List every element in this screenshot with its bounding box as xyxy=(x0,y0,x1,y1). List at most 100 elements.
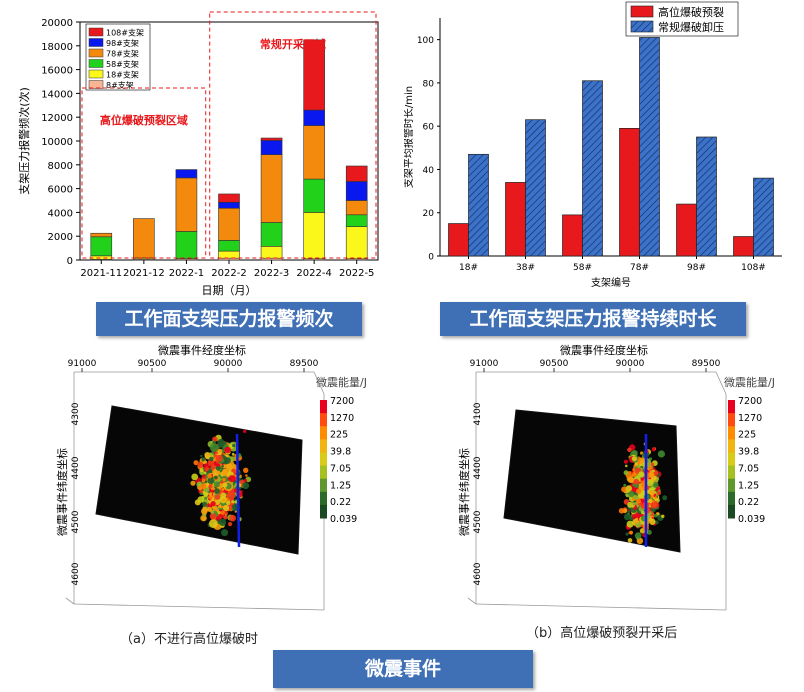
microseismic-event xyxy=(634,532,642,539)
colorbar-tick-label: 7200 xyxy=(330,396,354,407)
microseismic-event xyxy=(207,473,213,479)
microseismic-event xyxy=(221,529,229,537)
banner-alarm-duration: 工作面支架压力报警持续时长 xyxy=(440,302,746,336)
colorbar-segment xyxy=(728,400,735,414)
microseismic-event xyxy=(214,488,220,494)
microseismic-event xyxy=(231,452,235,456)
microseismic-event xyxy=(210,466,215,471)
x-tick-label: 90500 xyxy=(540,359,569,369)
x-tick-label: 91000 xyxy=(470,359,499,369)
colorbar-tick-label: 225 xyxy=(738,430,756,441)
frame-corner xyxy=(467,597,477,605)
bar-segment xyxy=(175,177,198,232)
x-tick-label: 2022-1 xyxy=(169,268,204,279)
x-tick-label: 18# xyxy=(459,263,478,273)
y-tick-label: 4400 xyxy=(71,456,81,479)
microseismic-event xyxy=(224,446,231,454)
colorbar-tick-label: 1270 xyxy=(330,413,354,424)
y-tick-label: 60 xyxy=(423,123,435,133)
legend-label: 98#支架 xyxy=(106,38,139,48)
bar-segment xyxy=(303,212,325,260)
bar-segment xyxy=(260,246,283,259)
bar-segment xyxy=(345,226,368,260)
microseismic-event xyxy=(214,494,221,500)
bar-segment xyxy=(303,39,325,111)
bar-segment xyxy=(175,231,198,260)
y-tick-label: 4300 xyxy=(71,402,81,425)
x-tick-label: 2022-2 xyxy=(211,268,246,279)
microseismic-event xyxy=(191,473,199,481)
y-tick-label: 4600 xyxy=(473,562,483,585)
legend-swatch xyxy=(88,80,104,89)
microseismic-event xyxy=(625,464,628,468)
microseismic-event xyxy=(640,521,644,525)
bar-segment xyxy=(345,165,368,182)
microseismic-event xyxy=(234,510,237,513)
y-tick-label: 0 xyxy=(67,256,73,267)
microseismic-panel-b: 91000 90500 90000 89500 微震事件经度坐标 4100 4400 4500… xyxy=(457,343,775,611)
y-tick-label: 0 xyxy=(428,253,434,263)
y-tick-label: 4400 xyxy=(473,456,483,479)
legend-label: 8#支架 xyxy=(106,80,134,90)
colorbar-segment xyxy=(320,413,327,427)
frame-bottom xyxy=(73,603,325,611)
colorbar-segment xyxy=(728,413,735,427)
colorbar-segment xyxy=(728,491,735,506)
microseismic-event xyxy=(641,510,645,515)
microseismic-event xyxy=(627,510,631,514)
microseismic-event xyxy=(232,444,236,448)
microseismic-event xyxy=(656,491,661,495)
bar-segment xyxy=(345,181,368,201)
x-axis-label: 微震事件经度坐标 xyxy=(560,343,648,357)
colorbar-title: 微震能量/J xyxy=(724,375,775,389)
microseismic-event xyxy=(651,447,656,451)
frame-corner xyxy=(65,597,75,605)
microseismic-event xyxy=(213,475,218,480)
microseismic-event xyxy=(208,492,213,497)
bar xyxy=(676,203,697,257)
microseismic-event xyxy=(243,467,249,473)
microseismic-event xyxy=(623,483,627,487)
microseismic-event xyxy=(208,484,213,489)
legend-swatch xyxy=(630,20,654,33)
y-tick-label: 10000 xyxy=(41,137,73,148)
microseismic-event xyxy=(215,451,219,455)
mining-line xyxy=(235,433,241,548)
microseismic-event xyxy=(618,508,625,514)
colorbar-tick-label: 0.039 xyxy=(738,514,765,525)
microseismic-event xyxy=(621,486,627,493)
x-tick-label: 98# xyxy=(687,263,706,273)
colorbar-tick-label: 0.22 xyxy=(330,497,351,508)
microseismic-event xyxy=(209,443,219,452)
microseismic-event xyxy=(626,520,634,528)
y-tick-label: 18000 xyxy=(41,42,73,53)
annotation-conventional-box xyxy=(209,11,377,259)
microseismic-event xyxy=(646,529,652,535)
microseismic-event xyxy=(196,481,202,487)
legend-swatch xyxy=(630,5,654,18)
legend-swatch xyxy=(88,59,104,68)
x-tick-label: 2022-3 xyxy=(254,268,289,279)
microseismic-event xyxy=(199,468,204,473)
legend-swatch xyxy=(88,38,104,47)
microseismic-event xyxy=(648,498,653,503)
microseismic-event xyxy=(627,501,634,508)
microseismic-panel-a: 91000 90500 90000 89500 微震事件经度坐标 4300 4400 4500… xyxy=(55,343,367,611)
microseismic-event xyxy=(638,471,645,478)
microseismic-event xyxy=(228,475,236,483)
bar-segment xyxy=(260,154,283,223)
frame-bottom xyxy=(475,603,727,611)
microseismic-event xyxy=(653,513,658,518)
microseismic-event xyxy=(646,479,654,487)
legend-label: 58#支架 xyxy=(106,59,139,69)
x-tick-label: 89500 xyxy=(692,359,721,369)
y-axis-label: 微震事件纬度坐标 xyxy=(55,448,69,536)
microseismic-event xyxy=(651,516,654,519)
y-tick-label: 20 xyxy=(423,209,435,219)
colorbar-segment xyxy=(728,426,735,440)
y-tick-label: 2000 xyxy=(48,232,73,243)
bar-segment xyxy=(218,201,240,209)
microseismic-event xyxy=(623,513,631,521)
y-tick-label: 40 xyxy=(423,166,435,176)
x-tick-label: 2022-5 xyxy=(339,268,374,279)
